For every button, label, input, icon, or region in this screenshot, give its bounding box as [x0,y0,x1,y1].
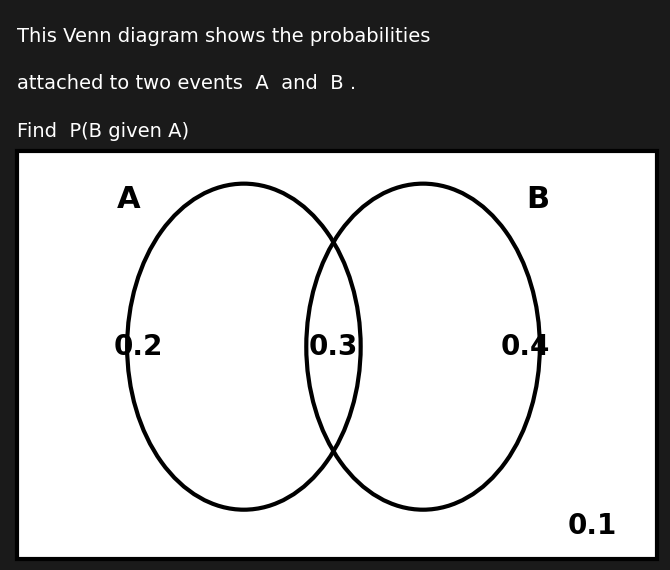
Text: 0.3: 0.3 [309,333,358,361]
Text: 0.4: 0.4 [500,333,550,361]
Text: A: A [117,185,141,214]
Text: attached to two events  A  and  B .: attached to two events A and B . [17,74,356,93]
Text: Find  P(B given A): Find P(B given A) [17,121,189,141]
Text: 0.1: 0.1 [568,512,617,540]
Text: 0.2: 0.2 [114,333,163,361]
Text: This Venn diagram shows the probabilities: This Venn diagram shows the probabilitie… [17,27,430,46]
Text: B: B [527,185,550,214]
